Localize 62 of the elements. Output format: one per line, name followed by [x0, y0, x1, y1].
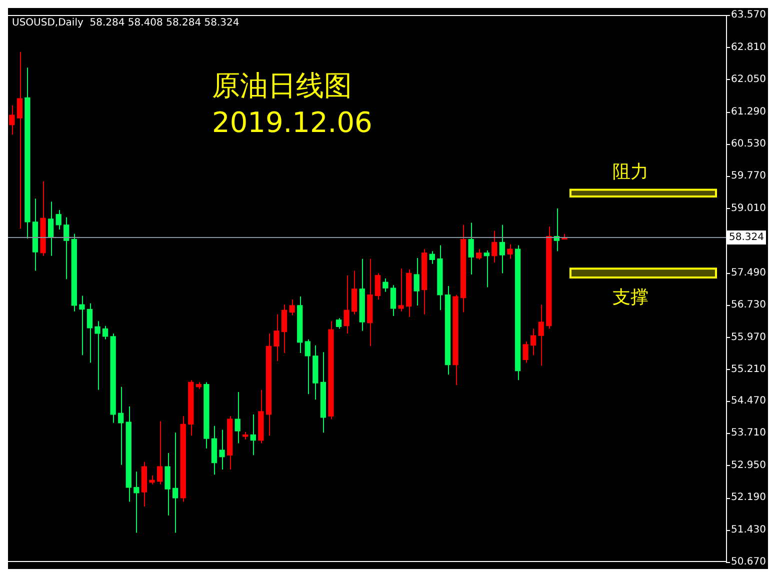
y-tick-label: 55.210	[731, 364, 766, 376]
candlestick	[530, 328, 536, 356]
candlestick	[414, 257, 420, 306]
candlestick	[429, 250, 435, 264]
y-tick-label: 52.950	[731, 460, 766, 471]
band-label: 支撑	[612, 287, 648, 308]
candlestick	[507, 244, 513, 260]
y-tick-label: 55.970	[731, 332, 766, 343]
candlestick	[304, 338, 310, 395]
y-tick-label: 54.470	[731, 395, 766, 406]
y-tick-label: 53.710	[731, 428, 766, 439]
candlestick	[538, 304, 544, 366]
candlestick	[164, 452, 170, 516]
candlestick	[281, 304, 288, 354]
candlestick	[492, 230, 498, 264]
candlestick	[134, 471, 140, 534]
y-tick-label: 51.430	[731, 524, 766, 536]
candlestick	[102, 325, 108, 340]
candlestick	[94, 320, 100, 390]
candlestick	[336, 318, 342, 330]
candlestick	[274, 314, 280, 362]
candlestick	[156, 420, 163, 485]
candlestick	[289, 299, 295, 316]
text: 原油日线图	[212, 69, 352, 102]
candlestick	[16, 51, 23, 230]
candlestick	[522, 341, 528, 364]
candlestick	[390, 284, 396, 317]
candlestick	[172, 432, 178, 534]
y-tick-label: 60.530	[731, 138, 766, 150]
annotation: USOUSD,Daily 58.284 58.408 58.284 58.324	[12, 18, 240, 29]
y-tick-label: 62.050	[731, 74, 766, 86]
candlestick	[484, 250, 490, 288]
candlestick	[79, 295, 85, 356]
candlestick	[219, 429, 225, 470]
y-tick-label: 63.570	[731, 10, 766, 21]
candlestick	[476, 248, 482, 260]
y-tick-label: 59.010	[731, 202, 766, 214]
candlestick	[234, 391, 240, 444]
candlestick	[86, 302, 93, 364]
candlestick	[468, 222, 474, 276]
candlestick	[398, 268, 404, 312]
band-label: 阻力	[612, 161, 648, 182]
candlestick	[56, 210, 62, 230]
candlestick	[344, 274, 350, 334]
y-tick-label: 50.670	[731, 556, 766, 568]
text: 2019.12.06	[212, 106, 372, 139]
y-tick-label: 56.730	[731, 300, 766, 311]
candlestick	[351, 270, 358, 315]
candlestick	[48, 201, 54, 256]
y-tick-label: 62.810	[731, 42, 766, 53]
y-tick-label: 52.190	[731, 492, 766, 504]
y-tick-label: 57.490	[731, 267, 766, 278]
candlestick	[250, 414, 256, 456]
y-tick-label: 59.770	[731, 170, 766, 182]
y-tick-label: 61.290	[731, 106, 766, 118]
candlestick	[499, 224, 506, 274]
candlestick	[9, 104, 15, 136]
ref-line-label: 58.324	[729, 232, 764, 244]
candlestick	[382, 278, 388, 292]
candlestick	[118, 386, 124, 466]
candlestick	[64, 216, 70, 280]
candlestick	[374, 272, 381, 300]
